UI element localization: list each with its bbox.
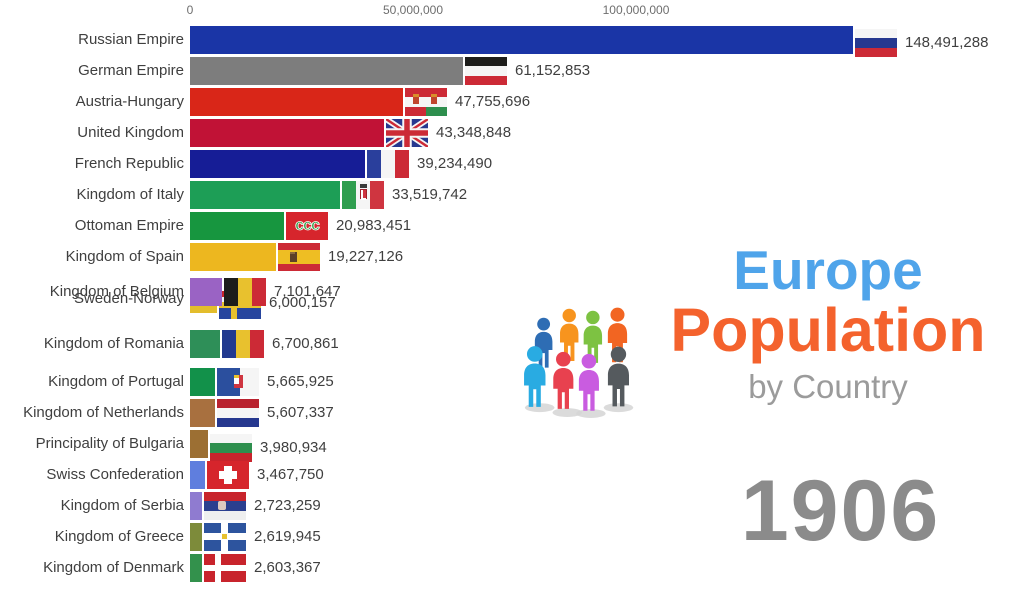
- value-label-kingdom-of-belgium: 7,101,647: [274, 283, 341, 300]
- country-label-austria-hungary: Austria-Hungary: [75, 93, 184, 110]
- flag-kingdom-of-belgium-icon: [224, 278, 266, 306]
- flag-austria-hungary-icon: [405, 88, 447, 116]
- bar-swiss-confederation: [190, 461, 205, 489]
- country-label-kingdom-of-italy: Kingdom of Italy: [76, 186, 184, 203]
- value-label-swiss-confederation: 3,467,750: [257, 466, 324, 483]
- country-label-kingdom-of-greece: Kingdom of Greece: [54, 528, 184, 545]
- country-label-kingdom-of-netherlands: Kingdom of Netherlands: [23, 404, 184, 421]
- bar-austria-hungary: [190, 88, 403, 116]
- title-line-population: Population: [670, 296, 986, 364]
- value-label-kingdom-of-greece: 2,619,945: [254, 528, 321, 545]
- country-label-russian-empire: Russian Empire: [78, 31, 184, 48]
- bar-russian-empire: [190, 26, 853, 54]
- bar-principality-of-bulgaria: [190, 430, 208, 458]
- bar-kingdom-of-serbia: [190, 492, 202, 520]
- value-label-sweden-norway: 6,000,157: [269, 294, 336, 311]
- bar-kingdom-of-portugal: [190, 368, 215, 396]
- bar-kingdom-of-belgium: [190, 278, 222, 306]
- flag-ottoman-empire-icon: ccc: [286, 212, 328, 240]
- flag-kingdom-of-romania-icon: [222, 330, 264, 358]
- flag-kingdom-of-netherlands-icon: [217, 399, 259, 427]
- flag-german-empire-icon: [465, 57, 507, 85]
- country-label-united-kingdom: United Kingdom: [77, 124, 184, 141]
- value-label-kingdom-of-serbia: 2,723,259: [254, 497, 321, 514]
- bar-kingdom-of-denmark: [190, 554, 202, 582]
- country-label-ottoman-empire: Ottoman Empire: [74, 217, 184, 234]
- value-label-principality-of-bulgaria: 3,980,934: [260, 439, 327, 456]
- people-group-icon: [524, 307, 634, 418]
- axis-tick-100m: 100,000,000: [602, 3, 670, 17]
- value-label-kingdom-of-romania: 6,700,861: [272, 335, 339, 352]
- bar-kingdom-of-spain: [190, 243, 276, 271]
- country-label-french-republic: French Republic: [74, 155, 184, 172]
- value-label-kingdom-of-portugal: 5,665,925: [267, 373, 334, 390]
- country-label-kingdom-of-belgium: Kingdom of Belgium: [49, 283, 184, 300]
- flag-united-kingdom-icon: [386, 119, 428, 147]
- country-label-sweden-norway: Sweden-Norway: [73, 290, 184, 307]
- axis-tick-0: 0: [186, 3, 194, 17]
- value-label-austria-hungary: 47,755,696: [455, 93, 531, 110]
- value-label-united-kingdom: 43,348,848: [436, 124, 512, 141]
- year-counter: 1906: [740, 463, 941, 559]
- value-label-kingdom-of-spain: 19,227,126: [328, 248, 404, 265]
- bar-united-kingdom: [190, 119, 384, 147]
- bar-ottoman-empire: [190, 212, 284, 240]
- value-label-kingdom-of-netherlands: 5,607,337: [267, 404, 334, 421]
- flag-kingdom-of-greece-icon: [204, 523, 246, 551]
- bar-kingdom-of-romania: [190, 330, 220, 358]
- country-label-kingdom-of-romania: Kingdom of Romania: [43, 335, 184, 352]
- bar-kingdom-of-greece: [190, 523, 202, 551]
- title-line-europe: Europe: [733, 239, 923, 301]
- value-label-russian-empire: 148,491,288: [905, 34, 989, 51]
- bar-kingdom-of-netherlands: [190, 399, 215, 427]
- value-label-kingdom-of-denmark: 2,603,367: [254, 559, 321, 576]
- country-label-kingdom-of-denmark: Kingdom of Denmark: [43, 559, 184, 576]
- value-label-kingdom-of-italy: 33,519,742: [392, 186, 468, 203]
- value-label-french-republic: 39,234,490: [417, 155, 493, 172]
- value-label-ottoman-empire: 20,983,451: [336, 217, 412, 234]
- bar-german-empire: [190, 57, 463, 85]
- value-label-german-empire: 61,152,853: [515, 62, 591, 79]
- country-label-german-empire: German Empire: [78, 62, 184, 79]
- country-label-principality-of-bulgaria: Principality of Bulgaria: [35, 435, 184, 452]
- flag-swiss-confederation-icon: [207, 461, 249, 489]
- flag-kingdom-of-spain-icon: [278, 243, 320, 271]
- flag-russian-empire-icon: [855, 29, 897, 57]
- flag-kingdom-of-serbia-icon: [204, 492, 246, 520]
- country-label-swiss-confederation: Swiss Confederation: [46, 466, 184, 483]
- flag-kingdom-of-italy-icon: [342, 181, 384, 209]
- axis-tick-50m: 50,000,000: [382, 3, 444, 17]
- chart-title: Europe Population by Country: [628, 243, 1024, 406]
- flag-kingdom-of-denmark-icon: [204, 554, 246, 582]
- bar-kingdom-of-italy: [190, 181, 340, 209]
- country-label-kingdom-of-portugal: Kingdom of Portugal: [48, 373, 184, 390]
- bar-french-republic: [190, 150, 365, 178]
- flag-kingdom-of-portugal-icon: [217, 368, 259, 396]
- title-line-by-country: by Country: [748, 368, 908, 406]
- flag-french-republic-icon: [367, 150, 409, 178]
- country-label-kingdom-of-serbia: Kingdom of Serbia: [60, 497, 184, 514]
- flag-principality-of-bulgaria-icon: [210, 434, 252, 462]
- country-label-kingdom-of-spain: Kingdom of Spain: [65, 248, 184, 265]
